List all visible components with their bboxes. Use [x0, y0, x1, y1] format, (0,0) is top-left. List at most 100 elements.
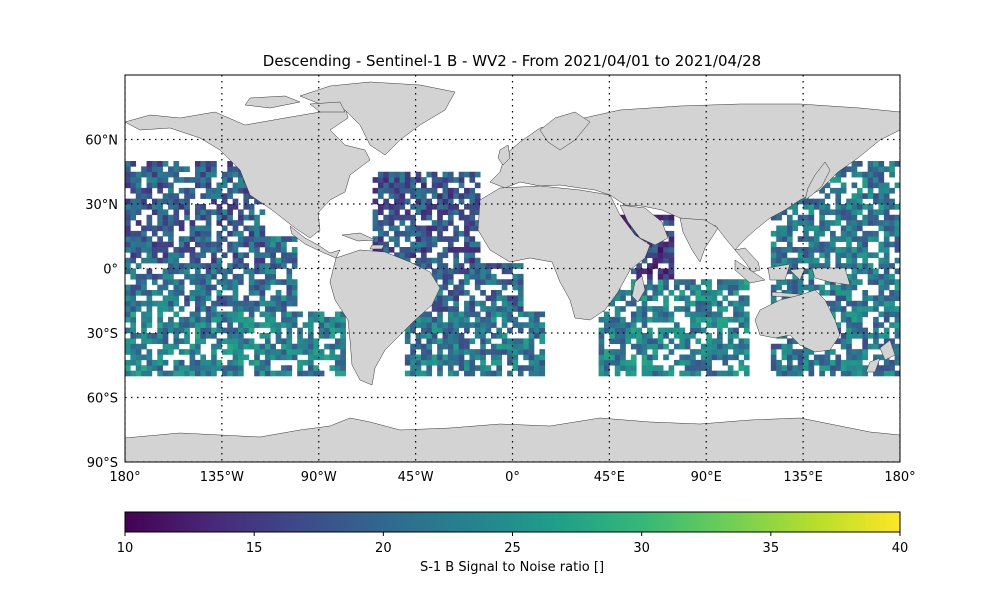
- data-cell: [873, 370, 879, 377]
- data-cell: [507, 311, 513, 318]
- data-cell: [162, 214, 169, 221]
- data-cell: [227, 349, 233, 355]
- data-cell: [501, 300, 508, 307]
- data-cell: [281, 300, 287, 307]
- colorbar-tick-label: 20: [375, 541, 392, 556]
- data-cell: [340, 349, 346, 355]
- data-cell: [647, 354, 653, 361]
- data-cell: [194, 311, 201, 318]
- data-cell: [808, 198, 815, 205]
- data-cell: [410, 204, 416, 210]
- data-cell: [878, 166, 885, 173]
- data-cell: [200, 306, 207, 312]
- data-cell: [469, 338, 476, 345]
- data-cell: [873, 279, 879, 285]
- data-cell: [372, 236, 379, 242]
- data-cell: [259, 284, 266, 291]
- data-cell: [846, 327, 852, 334]
- data-cell: [496, 349, 503, 355]
- data-cell: [464, 236, 470, 242]
- data-cell: [819, 214, 825, 221]
- data-cell: [727, 290, 734, 296]
- data-cell: [151, 230, 158, 237]
- data-cell: [162, 370, 169, 377]
- data-cell: [216, 204, 223, 210]
- data-cell: [641, 268, 648, 275]
- data-cell: [130, 306, 137, 312]
- colorbar-tick-label: 30: [633, 541, 650, 556]
- data-cell: [421, 209, 427, 216]
- data-cell: [248, 359, 255, 366]
- data-cell: [447, 241, 454, 248]
- data-cell: [636, 306, 642, 312]
- data-cell: [221, 349, 228, 355]
- map-frame: [124, 74, 901, 463]
- data-cell: [286, 268, 293, 275]
- data-cell: [883, 225, 890, 232]
- data-cell: [641, 290, 648, 296]
- data-cell: [835, 295, 842, 302]
- data-cell: [200, 365, 207, 371]
- data-cell: [135, 198, 142, 205]
- data-cell: [189, 257, 196, 264]
- data-cell: [162, 230, 169, 237]
- data-cell: [238, 236, 244, 242]
- land-eurasia: [489, 103, 900, 251]
- data-cell: [695, 316, 702, 323]
- data-cell: [657, 290, 664, 296]
- data-cell: [517, 327, 524, 334]
- data-cell: [388, 236, 395, 242]
- data-cell: [711, 343, 718, 350]
- data-cell: [889, 263, 895, 269]
- data-cell: [856, 300, 863, 307]
- data-cell: [232, 252, 239, 259]
- data-cell: [652, 349, 659, 355]
- data-cell: [657, 365, 664, 371]
- data-cell: [862, 365, 869, 371]
- data-cell: [227, 220, 233, 226]
- data-cell: [534, 359, 540, 366]
- data-cell: [211, 193, 217, 199]
- data-cell: [657, 268, 664, 275]
- data-cell: [883, 241, 890, 248]
- data-cell: [254, 236, 260, 242]
- data-cell: [883, 333, 890, 339]
- data-cell: [464, 327, 470, 334]
- data-cell: [313, 370, 320, 377]
- data-cell: [786, 370, 793, 377]
- data-cell: [162, 284, 169, 291]
- data-cell: [227, 327, 233, 334]
- data-cell: [211, 343, 217, 350]
- data-cell: [851, 279, 858, 285]
- data-cell: [496, 290, 503, 296]
- data-cell: [130, 198, 137, 205]
- data-cell: [636, 333, 642, 339]
- data-cell: [135, 252, 142, 259]
- data-cell: [824, 252, 831, 259]
- data-cell: [856, 365, 863, 371]
- data-cell: [146, 252, 153, 259]
- data-cell: [200, 322, 207, 328]
- data-cell: [264, 370, 271, 377]
- data-cell: [690, 290, 696, 296]
- data-cell: [878, 198, 885, 205]
- data-cell: [270, 257, 276, 264]
- data-cell: [496, 279, 503, 285]
- data-cell: [668, 247, 675, 253]
- data-cell: [227, 166, 233, 173]
- data-cell: [851, 198, 858, 205]
- data-cell: [512, 284, 519, 291]
- data-cell: [146, 161, 153, 167]
- data-cell: [189, 273, 196, 280]
- data-cell: [200, 284, 207, 291]
- data-cell: [421, 252, 427, 259]
- data-cell: [125, 268, 131, 275]
- data-cell: [684, 306, 691, 312]
- data-cell: [125, 220, 131, 226]
- data-cell: [803, 365, 809, 371]
- data-cell: [727, 327, 734, 334]
- data-cell: [173, 198, 180, 205]
- data-cell: [501, 279, 508, 285]
- colorbar-tick-label: 10: [117, 541, 134, 556]
- data-cell: [657, 214, 664, 221]
